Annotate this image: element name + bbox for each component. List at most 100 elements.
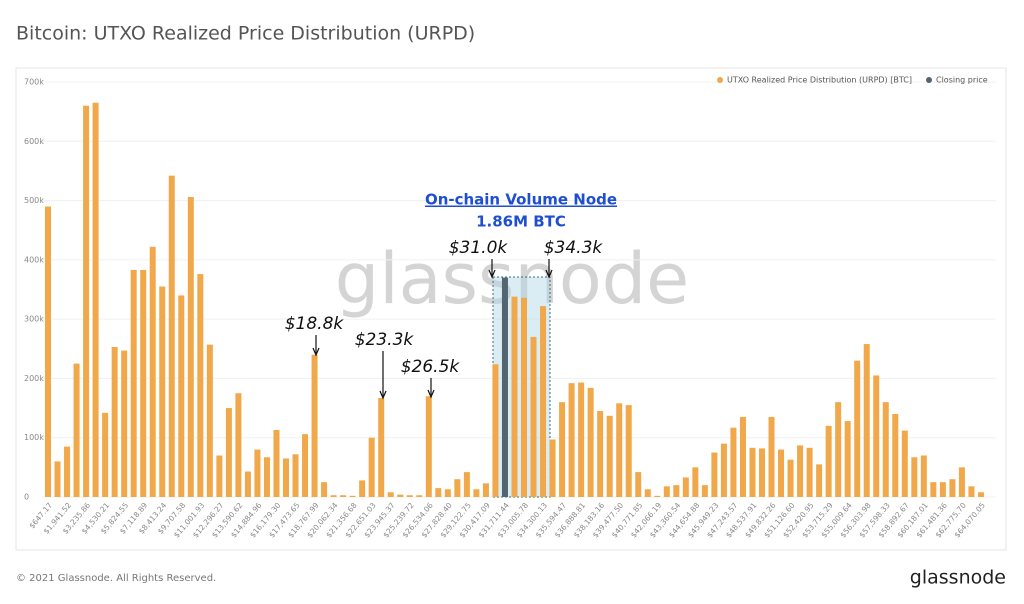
bar <box>178 295 185 497</box>
bar <box>644 489 651 497</box>
bar <box>244 471 251 497</box>
bar <box>844 421 851 497</box>
annotation: $31.0k <box>449 238 509 258</box>
bar <box>378 397 385 497</box>
bar <box>330 495 337 497</box>
bar <box>425 396 432 497</box>
bar <box>359 480 366 497</box>
bar <box>720 443 727 497</box>
chart-title: Bitcoin: UTXO Realized Price Distributio… <box>16 23 475 45</box>
bar <box>759 448 765 497</box>
bar <box>920 455 927 497</box>
bar <box>625 405 632 497</box>
callout-subtitle: 1.86M BTC <box>476 213 566 231</box>
bar <box>930 482 937 497</box>
bar <box>368 437 375 497</box>
bar <box>739 416 746 497</box>
annotation: $34.3k <box>544 238 604 258</box>
y-tick-label: 100k <box>24 433 44 442</box>
bar <box>587 387 594 497</box>
bar <box>473 489 480 497</box>
bar <box>882 402 889 497</box>
footer: © 2021 Glassnode. All Rights Reserved. <box>16 573 216 584</box>
bar <box>521 297 527 497</box>
bar <box>64 446 71 497</box>
bar <box>83 105 90 497</box>
annotation: $18.8k <box>285 314 345 334</box>
bar <box>130 269 137 497</box>
bar <box>663 486 670 497</box>
arrow-head <box>379 390 387 400</box>
bar <box>711 452 718 497</box>
bar <box>197 274 204 497</box>
bar <box>140 269 147 497</box>
bar <box>121 350 128 497</box>
bar <box>45 206 51 497</box>
bar <box>263 457 270 497</box>
bar <box>511 296 518 497</box>
bar <box>911 457 918 497</box>
bar <box>616 403 623 497</box>
bar <box>692 467 699 497</box>
bar <box>778 449 785 497</box>
legend-swatch <box>926 77 932 83</box>
bar <box>654 495 661 497</box>
bar <box>863 344 870 497</box>
bar <box>292 454 299 497</box>
bar <box>968 486 975 497</box>
bar <box>416 495 423 497</box>
bar <box>958 467 965 497</box>
brand: glassnode <box>910 567 1006 589</box>
bar <box>549 439 556 497</box>
bar <box>492 364 499 497</box>
bar <box>977 492 984 497</box>
bar <box>854 360 861 497</box>
bar <box>273 430 280 497</box>
bar <box>254 449 261 497</box>
bar <box>635 472 642 497</box>
bar <box>102 412 109 497</box>
bar <box>73 363 80 497</box>
annotation: $26.5k <box>401 357 461 377</box>
bar <box>216 455 223 497</box>
bar <box>206 344 213 497</box>
legend-label: Closing price <box>936 76 988 85</box>
bar <box>406 495 413 497</box>
bar <box>892 414 899 497</box>
bar <box>873 375 880 497</box>
bar <box>159 286 166 497</box>
callout-title: On-chain Volume Node <box>425 191 617 209</box>
bar <box>682 477 689 497</box>
bar <box>797 445 804 497</box>
arrow-head <box>427 389 435 399</box>
bar <box>225 408 232 497</box>
bar <box>111 347 118 497</box>
bar <box>397 494 404 497</box>
bar <box>435 488 442 497</box>
bar <box>302 434 309 497</box>
y-tick-label: 300k <box>24 315 44 324</box>
bar <box>568 383 575 497</box>
bar <box>949 479 956 497</box>
bar <box>730 427 737 497</box>
legend-swatch <box>717 77 723 83</box>
annotation: $23.3k <box>355 330 415 350</box>
bar <box>825 425 832 497</box>
bar <box>387 492 394 497</box>
bar <box>673 485 680 497</box>
bar <box>463 472 470 497</box>
arrow-head <box>488 269 496 279</box>
bar <box>311 354 318 497</box>
legend-label: UTXO Realized Price Distribution (URPD) … <box>727 76 912 85</box>
bar <box>787 459 794 497</box>
arrow-head <box>545 269 553 279</box>
bar <box>606 415 613 497</box>
bar <box>501 277 508 497</box>
bar <box>939 482 946 497</box>
bar <box>835 402 842 497</box>
bar <box>482 483 489 497</box>
arrow-head <box>312 347 320 357</box>
bar <box>530 336 537 497</box>
